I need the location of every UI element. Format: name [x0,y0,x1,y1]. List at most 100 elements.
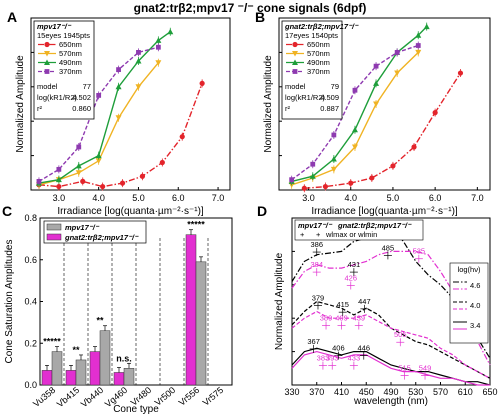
stat-label: model [285,82,306,91]
data-point [457,70,464,76]
bar [75,359,87,386]
bar [51,351,63,386]
legend-entry: gnat2:trβ2;mpv17⁻/⁻ [337,221,412,230]
data-point [155,37,162,43]
plot-frame [30,17,231,191]
stat-value: 0.887 [320,104,339,113]
bar [113,372,125,386]
data-point [292,69,298,74]
data-point [331,132,337,138]
peak-label: 406 [332,344,345,353]
legend-entry: 370nm [307,67,330,76]
spectrum-line-4.6 [291,250,491,366]
data-point [136,50,141,55]
data-point [36,179,42,184]
x-tick-label: 530 [408,387,423,397]
peak-label: 485 [382,243,395,252]
data-point [135,84,142,90]
x-tick-label: 570 [433,387,448,397]
peak-label: 447 [358,297,371,306]
data-point [115,115,122,121]
legend-marker: + [316,230,321,239]
legend-title: gnat2:trβ2;mpv17⁻/⁻ [284,22,359,31]
stat-value: 4.502 [72,93,91,102]
stat-label: r² [37,104,42,113]
data-point [44,59,50,65]
data-point [75,170,82,176]
y-tick-label: 0.4 [24,297,37,307]
bar [195,261,207,386]
data-point [373,80,380,86]
legend-entry: 650nm [307,40,330,49]
panel-a: 3.0 4.0 5.0 6.0 7.0 Irradiance [log(quanta·µm… [7,9,231,217]
legend-entry: 490nm [307,58,330,67]
data-point [75,162,82,169]
data-point [330,156,337,162]
data-point [116,67,121,72]
data-point [96,93,102,98]
bar [41,370,53,386]
x-tick-label: 490 [383,387,398,397]
series-line-490nm [38,31,171,184]
peak-label: 505 [394,330,407,339]
significance-marker: ** [72,345,80,355]
peak-label: 426 [345,273,358,282]
data-point [155,44,161,50]
x-tick-label: Vb440 [79,385,105,409]
data-point [76,144,82,150]
data-point [415,43,421,48]
y-tick-label: 0.6 [24,255,37,265]
data-point [373,63,379,69]
legend-title: log(hν) [458,265,481,274]
legend-subtitle: 15eyes 1945pts [37,31,90,40]
y-tick-label: 0.0 [24,380,37,390]
bar [89,351,101,386]
peak-label: 515 [398,364,411,373]
legend-entry: 650nm [59,40,82,49]
panel-b: 3.0 4.0 5.0 6.0 7.0 Irradiance [log(quanta·µm… [255,9,491,217]
data-point [199,80,205,86]
data-point [369,175,375,181]
stat-value: 4.509 [320,93,339,102]
data-point [80,178,86,184]
data-point [44,51,50,57]
panel-c: 0.00.20.40.60.8*****Vu358**Vb415**Vb440n… [2,203,233,415]
panel-label: C [2,203,12,219]
peak-label: 383 [317,354,330,363]
x-tick-label: 4.0 [92,193,105,203]
data-point [292,41,298,48]
data-point [432,110,438,116]
legend-entry: mpv17⁻/⁻ [298,221,333,230]
legend-swatch [46,233,62,241]
peak-label: 384 [310,260,323,269]
data-point [309,173,316,179]
stat-label: log(kR1/R2) [37,93,78,102]
peak-label: 393 [326,354,339,363]
x-axis-label: Irradiance [log(quanta·µm⁻²·s⁻¹)] [311,206,458,217]
legend-box [281,20,343,120]
peak-label: 439 [353,314,366,323]
data-point [179,134,185,140]
bar [185,234,197,386]
legend-marker: + [300,230,305,239]
peak-label: 386 [310,240,323,249]
data-point [301,185,307,191]
data-point [292,59,298,65]
legend-entry: gnat2:trβ2;mpv17⁻/⁻ [64,233,139,242]
panel-d: 330 370 410 450 490 530 570 610 650 wavelength (n… [257,203,498,407]
peak-label: 367 [307,337,320,346]
x-tick-label: 330 [284,387,299,397]
significance-marker: ***** [43,337,61,347]
data-point [322,183,329,190]
x-axis-label: Cone type [113,404,159,415]
bar [123,368,135,386]
x-tick-label: Vr556 [177,385,202,408]
data-point [159,159,165,166]
data-point [44,69,50,74]
peak-label: 409 [335,314,348,323]
stat-value: 0.860 [72,104,91,113]
x-tick-label: 370 [309,387,324,397]
y-tick-label: 0.2 [24,338,37,348]
legend-title: mpv17⁻/⁻ [37,22,72,31]
peak-label: 433 [348,354,361,363]
